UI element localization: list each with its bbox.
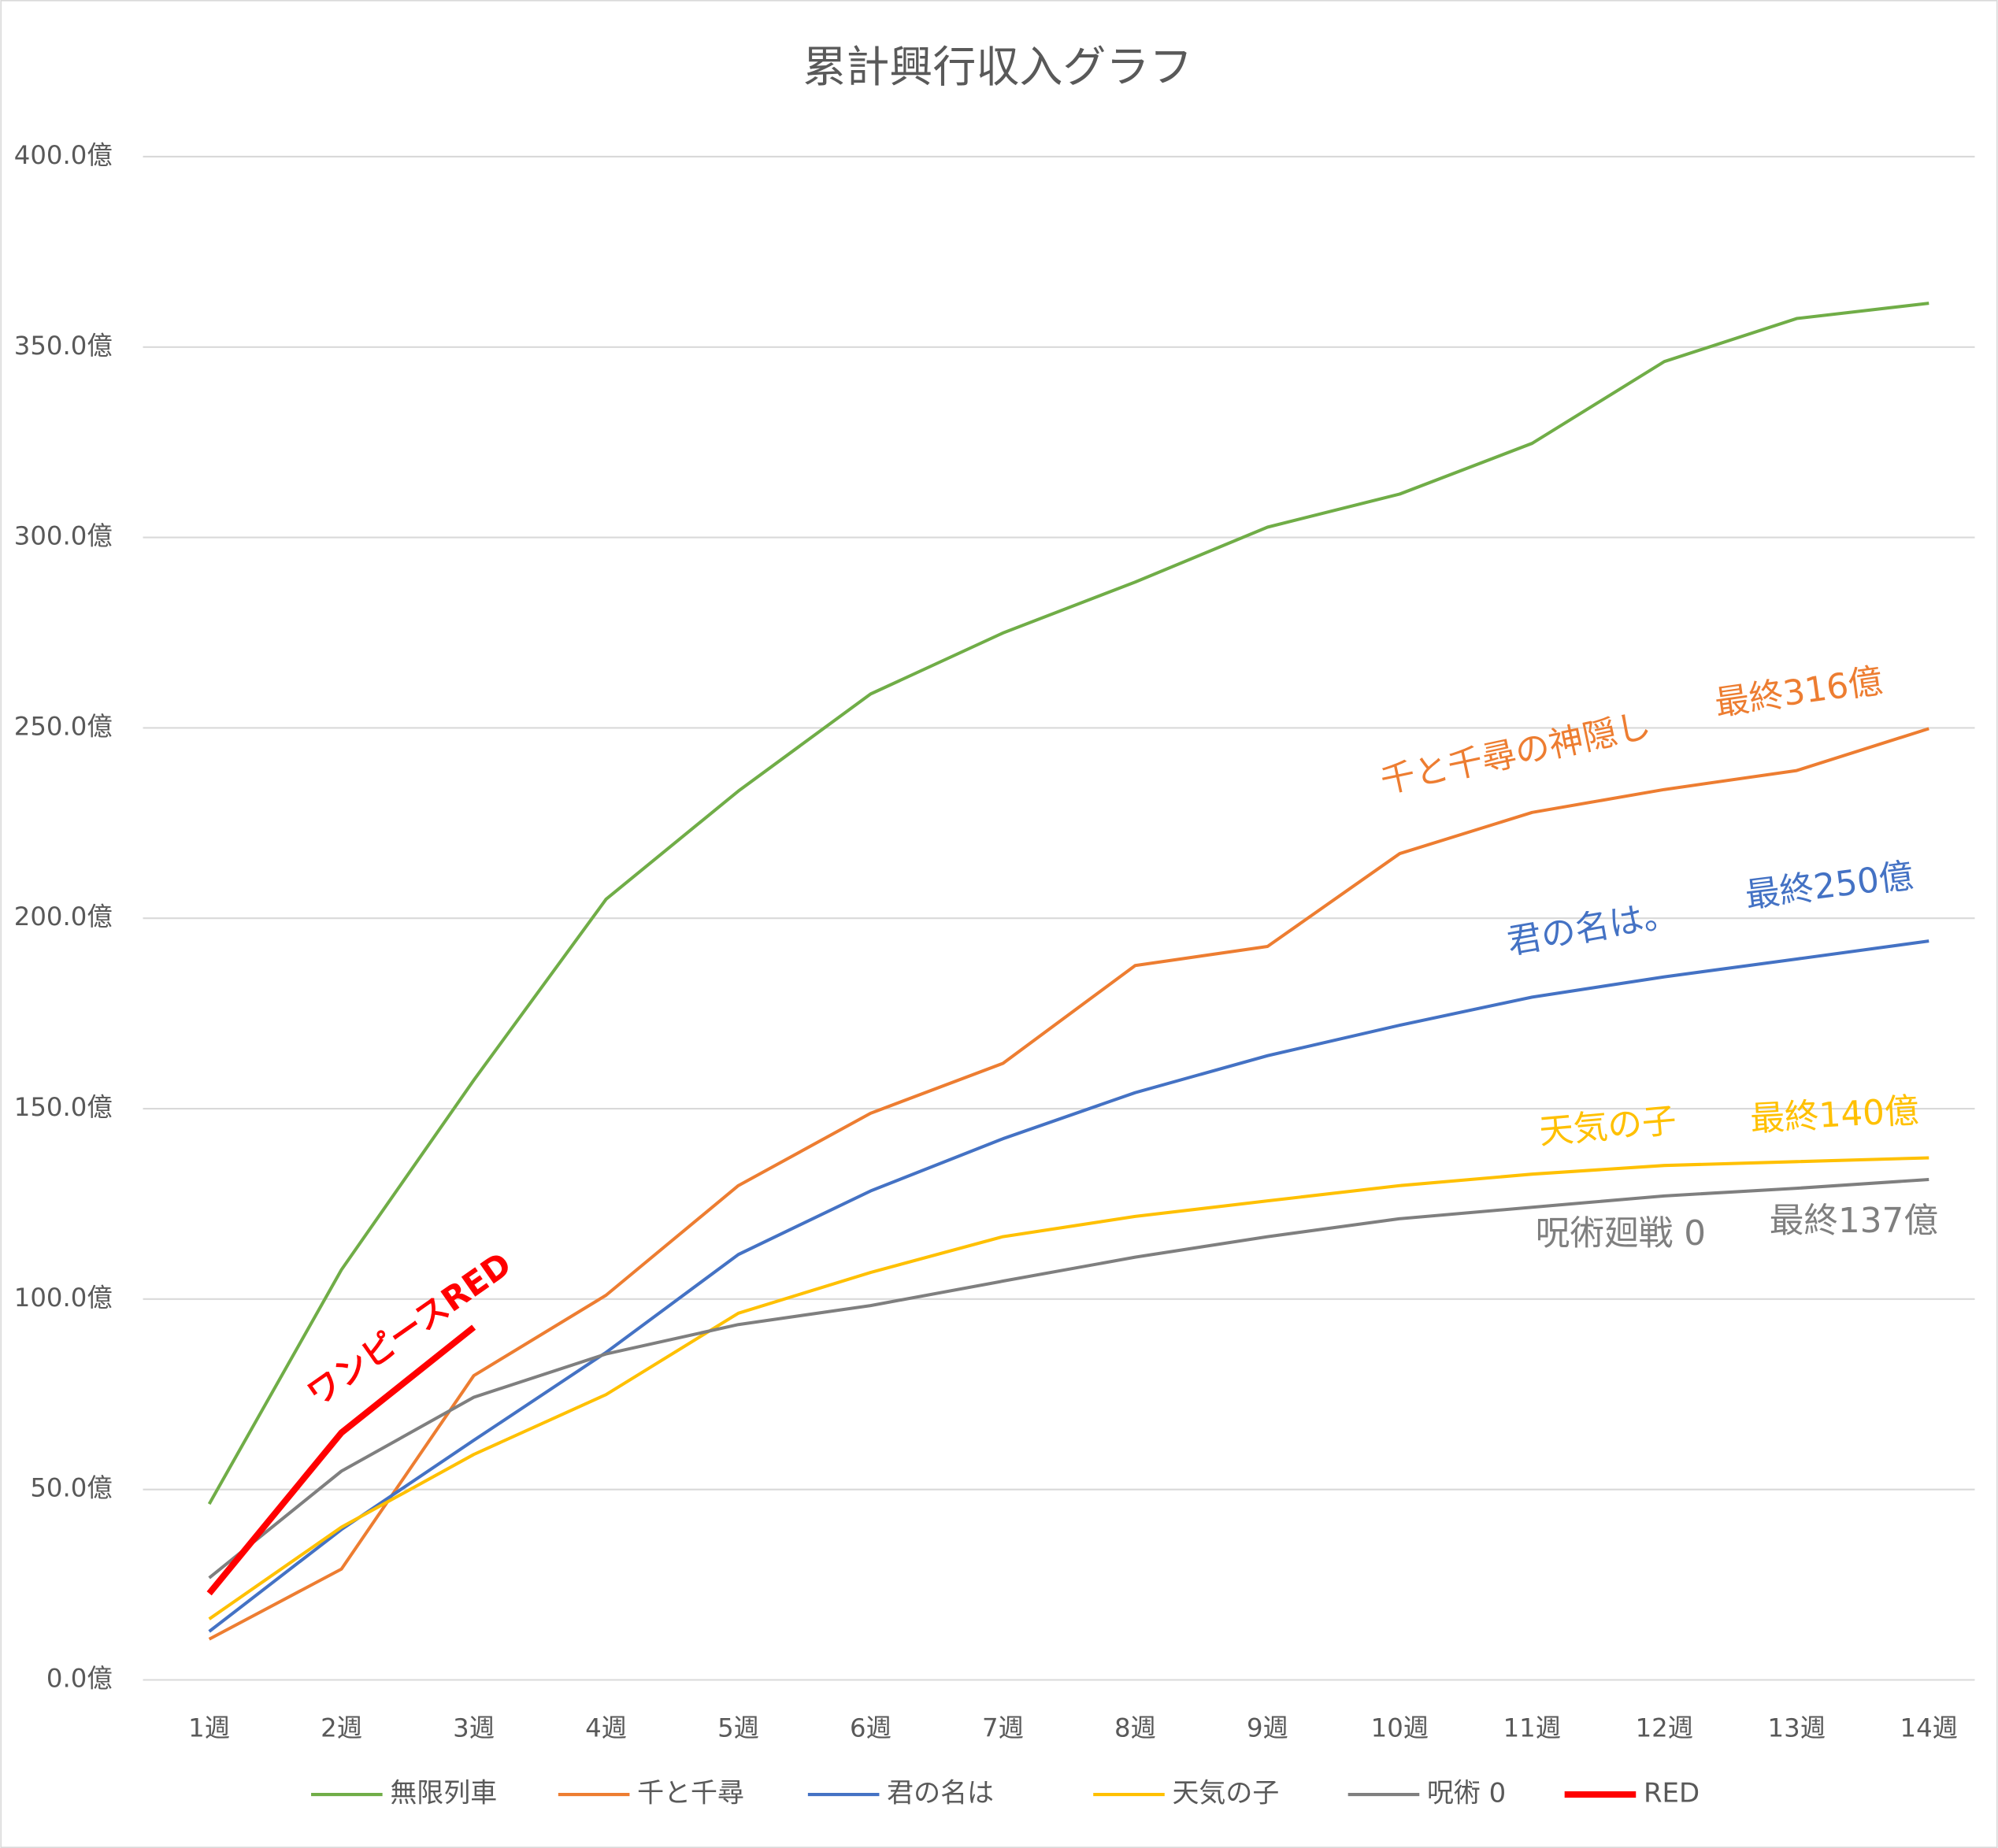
y-tick-label: 0.0億	[46, 1663, 113, 1693]
legend-label: RED	[1644, 1778, 1700, 1809]
x-tick-label: 4週	[585, 1713, 627, 1743]
series-line	[208, 1177, 1929, 1580]
x-tick-label: 12週	[1636, 1713, 1694, 1743]
legend-label: 無限列車	[390, 1778, 497, 1809]
x-tick-label: 13週	[1768, 1713, 1826, 1743]
x-tick-label: 14週	[1900, 1713, 1959, 1743]
y-tick-label: 250.0億	[14, 711, 113, 741]
series-line	[208, 727, 1929, 1641]
y-tick-label: 200.0億	[14, 902, 113, 931]
x-tick-label: 9週	[1247, 1713, 1288, 1743]
legend-label: 千と千尋	[637, 1778, 744, 1809]
y-tick-label: 150.0億	[14, 1092, 113, 1122]
annotation: 最終140億	[1749, 1091, 1920, 1139]
x-tick-label: 8週	[1114, 1713, 1156, 1743]
x-tick-label: 2週	[321, 1713, 362, 1743]
chart-title: 累計興行収入グラフ	[803, 42, 1192, 92]
legend-label: 君の名は	[887, 1778, 994, 1809]
series-line	[208, 1156, 1929, 1620]
x-tick-label: 6週	[850, 1713, 892, 1743]
legend-label: 呪術 0	[1427, 1778, 1506, 1809]
series-line	[208, 939, 1929, 1633]
x-tick-label: 7週	[982, 1713, 1024, 1743]
x-tick-label: 3週	[453, 1713, 495, 1743]
y-tick-label: 400.0億	[14, 140, 113, 170]
x-tick-label: 10週	[1371, 1713, 1429, 1743]
y-tick-label: 300.0億	[14, 521, 113, 551]
y-tick-label: 100.0億	[14, 1283, 113, 1313]
annotation: 呪術廻戦 0	[1536, 1213, 1706, 1254]
x-tick-label: 1週	[188, 1713, 230, 1743]
annotation: 最終137億	[1770, 1201, 1938, 1241]
legend-label: 天気の子	[1172, 1778, 1279, 1809]
x-tick-label: 5週	[717, 1713, 759, 1743]
x-tick-label: 11週	[1503, 1713, 1562, 1743]
y-tick-label: 50.0億	[30, 1473, 112, 1503]
series-line	[206, 1324, 476, 1596]
y-tick-label: 350.0億	[14, 331, 113, 361]
series-line	[207, 302, 1929, 1505]
